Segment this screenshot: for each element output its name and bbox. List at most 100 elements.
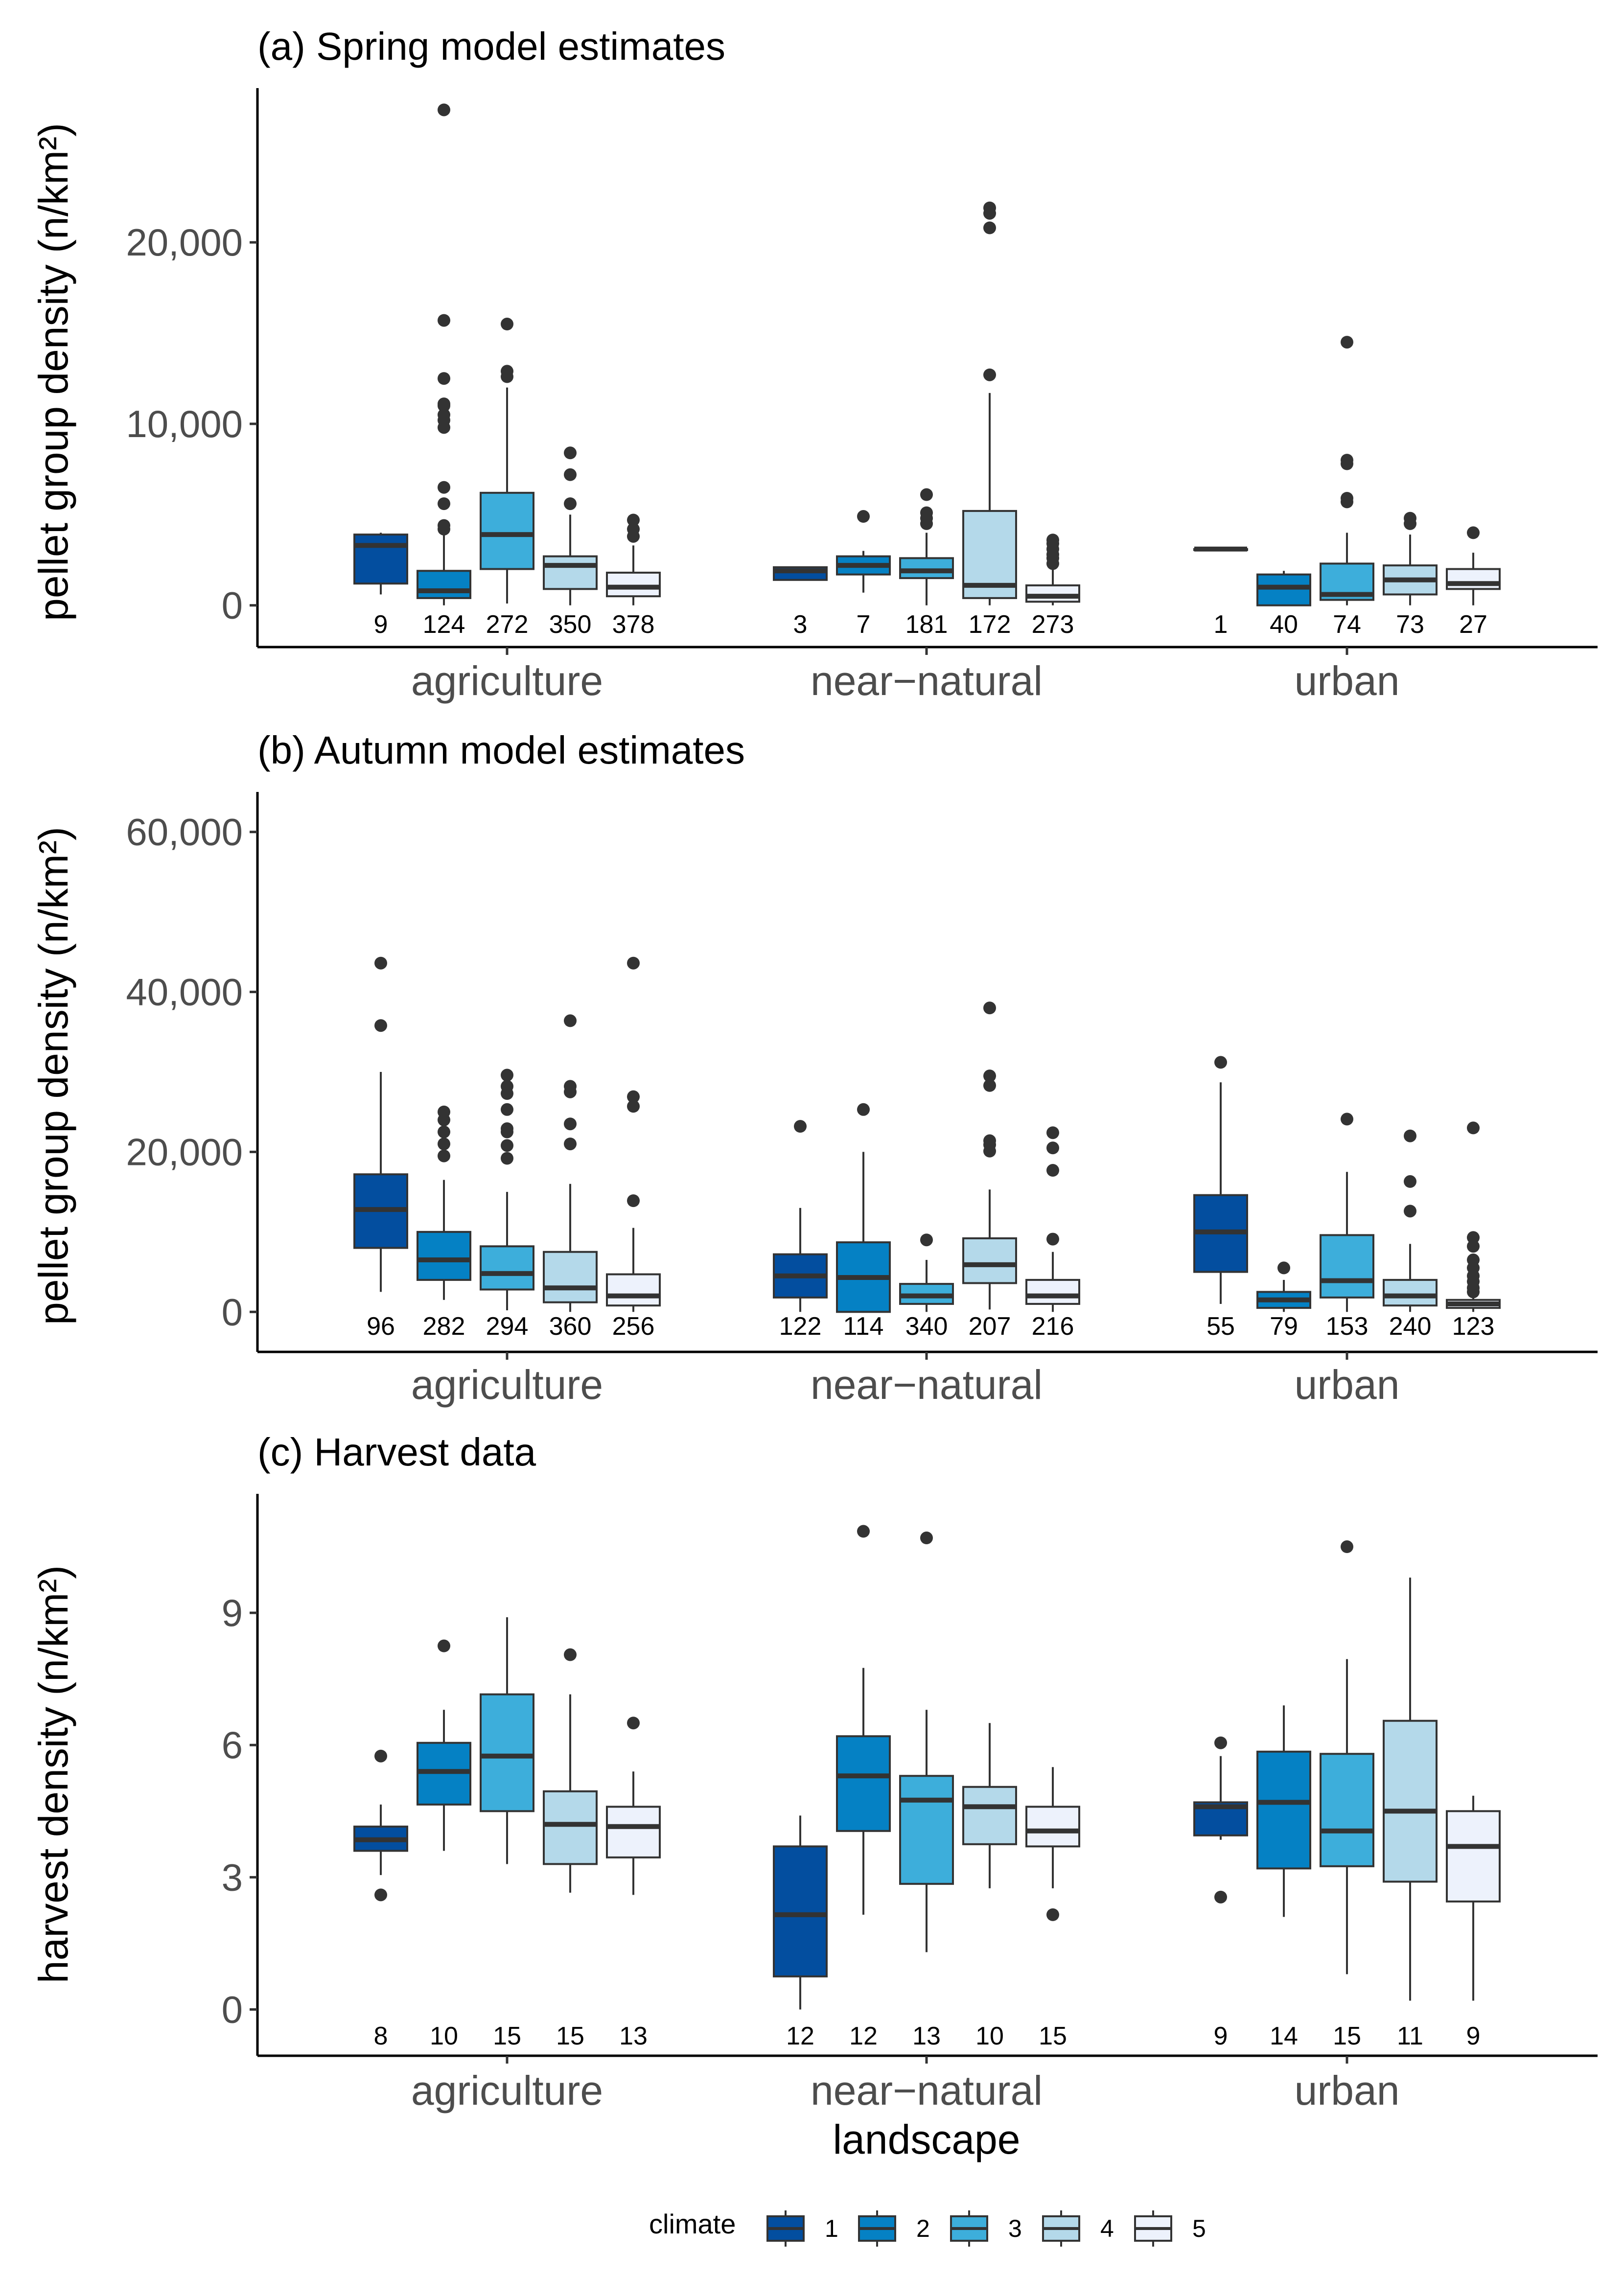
box-near−natural-climate-1: 122: [773, 1120, 828, 1341]
outlier-point: [564, 1138, 577, 1151]
outlier-point: [627, 1194, 640, 1208]
outlier-point: [438, 103, 450, 116]
box-urban-climate-2: 14: [1256, 1705, 1311, 2050]
box-urban-climate-1: 9: [1193, 1736, 1248, 2050]
box-agriculture-climate-4: 360: [543, 1014, 598, 1341]
outlier-point: [438, 1125, 450, 1138]
sample-size-label: 282: [423, 1312, 465, 1341]
outlier-point: [1341, 336, 1353, 349]
outlier-point: [438, 1138, 450, 1151]
box-body: [1256, 1750, 1311, 1870]
sample-size-label: 9: [1466, 2022, 1481, 2050]
box-body: [417, 1231, 471, 1281]
sample-size-label: 256: [612, 1312, 655, 1341]
box-urban-climate-4: 11: [1383, 1578, 1438, 2050]
outlier-point: [438, 1105, 450, 1118]
outlier-point: [920, 488, 933, 501]
box-body: [1383, 1278, 1438, 1307]
box-agriculture-climate-3: 272: [480, 318, 534, 639]
x-tick-label: urban: [1295, 1362, 1400, 1408]
outlier-point: [564, 497, 577, 511]
sample-size-label: 11: [1397, 2022, 1423, 2050]
box-body: [1025, 584, 1080, 603]
sample-size-label: 15: [556, 2022, 584, 2050]
legend: climate 1 2 3 4 5: [649, 2208, 1206, 2247]
outlier-point: [627, 1100, 640, 1113]
sample-size-label: 153: [1326, 1312, 1369, 1341]
outlier-point: [627, 1090, 640, 1103]
panel-title: (b) Autumn model estimates: [257, 728, 745, 772]
outlier-point: [1404, 1129, 1416, 1142]
x-tick-label: near−natural: [811, 658, 1043, 704]
legend-item-3: 3: [950, 2210, 1022, 2247]
box-body: [606, 1806, 661, 1858]
outlier-point: [1404, 1205, 1416, 1218]
outlier-point: [438, 519, 450, 532]
box-urban-climate-2: 79: [1256, 1261, 1311, 1341]
outlier-point: [627, 513, 640, 527]
outlier-point: [438, 481, 450, 494]
sample-size-label: 15: [1039, 2022, 1067, 2050]
outlier-point: [501, 1103, 513, 1116]
box-body: [1320, 1753, 1374, 1867]
outlier-point: [983, 1134, 996, 1147]
panel-title: (c) Harvest data: [257, 1430, 536, 1474]
outlier-point: [983, 201, 996, 214]
outlier-point: [920, 1532, 933, 1545]
sample-size-label: 73: [1396, 610, 1424, 639]
outlier-point: [1341, 1540, 1353, 1554]
y-tick-label: 40,000: [126, 971, 243, 1014]
sample-size-label: 15: [493, 2022, 521, 2050]
box-near−natural-climate-5: 216: [1025, 1126, 1080, 1341]
x-tick-label: near−natural: [811, 2067, 1043, 2113]
outlier-point: [501, 1139, 513, 1152]
x-axis-title: landscape: [833, 2116, 1021, 2162]
box-urban-climate-4: 240: [1383, 1129, 1438, 1341]
sample-size-label: 96: [367, 1312, 395, 1341]
box-agriculture-climate-1: 96: [353, 956, 408, 1341]
outlier-point: [857, 510, 870, 523]
outlier-point: [1467, 1121, 1480, 1135]
box-near−natural-climate-2: 12: [836, 1525, 891, 2050]
box-body: [480, 491, 534, 570]
outlier-point: [1046, 534, 1059, 547]
box-near−natural-climate-2: 7: [836, 510, 891, 639]
outlier-point: [564, 1080, 577, 1093]
outlier-point: [1467, 1231, 1480, 1244]
outlier-point: [501, 1152, 513, 1165]
sample-size-label: 8: [374, 2022, 388, 2050]
outlier-point: [1277, 1261, 1290, 1275]
box-body: [480, 1245, 534, 1291]
x-tick-label: urban: [1295, 658, 1400, 704]
x-tick-label: near−natural: [811, 1362, 1043, 1408]
outlier-point: [501, 1080, 513, 1093]
box-body: [836, 1735, 891, 1832]
box-near−natural-climate-3: 340: [899, 1233, 954, 1341]
outlier-point: [920, 1233, 933, 1247]
box-near−natural-climate-5: 15: [1025, 1767, 1080, 2050]
box-body: [353, 534, 408, 585]
box-agriculture-climate-1: 9: [353, 533, 408, 639]
outlier-point: [627, 522, 640, 535]
sample-size-label: 27: [1459, 610, 1487, 639]
box-body: [1025, 1806, 1080, 1848]
outlier-point: [438, 314, 450, 327]
sample-size-label: 181: [905, 610, 948, 639]
outlier-point: [1467, 526, 1480, 539]
outlier-point: [983, 221, 996, 234]
outlier-point: [1404, 1175, 1416, 1188]
box-urban-climate-5: 27: [1446, 526, 1501, 639]
panel-title: (a) Spring model estimates: [257, 24, 725, 68]
outlier-point: [564, 1014, 577, 1027]
outlier-point: [501, 365, 513, 378]
sample-size-label: 114: [843, 1312, 884, 1341]
legend-item-2: 2: [858, 2210, 930, 2247]
outlier-point: [1046, 1126, 1059, 1139]
sample-size-label: 122: [779, 1312, 822, 1341]
box-agriculture-climate-4: 15: [543, 1648, 598, 2050]
sample-size-label: 350: [549, 610, 592, 639]
outlier-point: [627, 1717, 640, 1730]
outlier-point: [564, 1648, 577, 1661]
outlier-point: [374, 1749, 387, 1763]
box-urban-climate-5: 9: [1446, 1795, 1501, 2050]
